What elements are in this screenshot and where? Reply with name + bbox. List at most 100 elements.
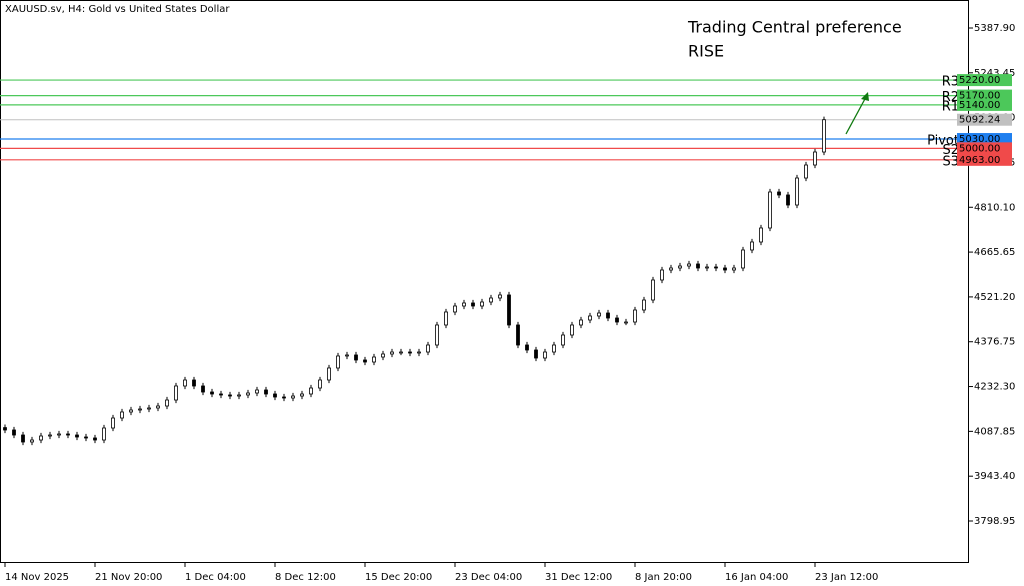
candle-body [696, 263, 700, 269]
candle-body [417, 351, 421, 354]
candle-body [516, 324, 520, 346]
candle-body [129, 409, 133, 413]
candle-body [507, 294, 511, 326]
candle-body [651, 279, 655, 301]
candle-body [183, 379, 187, 387]
candle-body [462, 302, 466, 307]
candle-body [723, 267, 727, 271]
level-box [957, 74, 1012, 87]
candle-body [273, 393, 277, 398]
candle-body [453, 305, 457, 313]
candle-body [615, 317, 619, 323]
level-label: 5220.00 [959, 75, 1000, 86]
level-box [957, 98, 1012, 111]
candle-body [30, 439, 34, 443]
candle-body [498, 294, 502, 299]
current-price-label: 5092.24 [959, 115, 1000, 126]
chart-title: XAUUSD.sv, H4: Gold vs United States Dol… [5, 4, 230, 15]
candle-body [408, 351, 412, 354]
level-name: R2 [942, 90, 959, 105]
candle-body [552, 344, 556, 353]
candle-body [102, 427, 106, 441]
candle-body [192, 379, 196, 387]
level-box [957, 153, 1012, 166]
candle-body [570, 324, 574, 336]
candle-body [246, 392, 250, 396]
plot-frame [0, 0, 969, 563]
candle-body [399, 351, 403, 354]
candle-body [804, 164, 808, 179]
candle-body [795, 177, 799, 206]
candle-body [327, 367, 331, 381]
annotation-label: RISE [688, 42, 724, 61]
y-tick-label: 4376.75 [974, 337, 1015, 348]
candle-body [93, 437, 97, 441]
candle-body [435, 324, 439, 346]
candle-body [381, 353, 385, 358]
candle-body [633, 309, 637, 323]
x-tick-label: 14 Nov 2025 [5, 572, 69, 583]
candle-body [822, 119, 826, 153]
candle-body [444, 311, 448, 326]
level-name: R1 [942, 99, 959, 114]
candle-body [318, 379, 322, 389]
candle-body [606, 312, 610, 319]
level-box [957, 89, 1012, 102]
candle-body [525, 344, 529, 351]
candle-body [201, 385, 205, 393]
x-tick-label: 1 Dec 04:00 [185, 572, 246, 583]
level-label: 5030.00 [959, 134, 1000, 145]
level-label: 5140.00 [959, 100, 1000, 111]
level-box [957, 142, 1012, 155]
x-tick-label: 15 Dec 20:00 [365, 572, 432, 583]
x-tick-label: 21 Nov 20:00 [95, 572, 162, 583]
candle-body [120, 411, 124, 419]
candle-body [39, 435, 43, 441]
candle-body [588, 315, 592, 321]
level-name: R3 [942, 75, 959, 90]
y-tick-label: 4665.65 [974, 247, 1015, 258]
candle-body [264, 389, 268, 395]
candle-body [579, 319, 583, 326]
candle-body [678, 265, 682, 269]
candle-body [786, 194, 790, 206]
candle-body [48, 434, 52, 437]
level-label: 5170.00 [959, 91, 1000, 102]
candle-body [534, 349, 538, 359]
candle-body [705, 266, 709, 269]
candle-body [372, 356, 376, 363]
x-tick-label: 23 Dec 04:00 [455, 572, 522, 583]
candle-body [3, 427, 7, 431]
candle-body [768, 191, 772, 229]
y-tick-label: 3798.95 [974, 516, 1015, 527]
x-tick-label: 8 Jan 20:00 [635, 572, 692, 583]
candle-body [165, 399, 169, 407]
level-name: S2 [942, 143, 959, 158]
candle-body [759, 227, 763, 243]
x-tick-label: 23 Jan 12:00 [815, 572, 878, 583]
candle-body [147, 407, 151, 410]
candle-body [390, 351, 394, 355]
level-label: 4963.00 [959, 155, 1000, 166]
candle-body [777, 191, 781, 196]
y-tick-label: 5243.45 [974, 68, 1015, 79]
y-tick-label: 3943.40 [974, 471, 1015, 482]
candle-body [471, 302, 475, 307]
candle-body [282, 396, 286, 399]
arrow [845, 96, 867, 135]
candle-body [228, 394, 232, 397]
level-box [957, 133, 1012, 146]
candle-body [354, 354, 358, 361]
y-tick-label: 4087.85 [974, 426, 1015, 437]
candle-body [336, 355, 340, 369]
level-name: S3 [942, 154, 959, 169]
y-tick-label: 4521.20 [974, 292, 1015, 303]
candle-body [714, 266, 718, 269]
candle-body [156, 405, 160, 409]
candle-body [255, 389, 259, 394]
candle-body [174, 385, 178, 401]
level-name: Pivot [927, 134, 959, 149]
candle-body [363, 359, 367, 363]
candle-body [669, 267, 673, 271]
